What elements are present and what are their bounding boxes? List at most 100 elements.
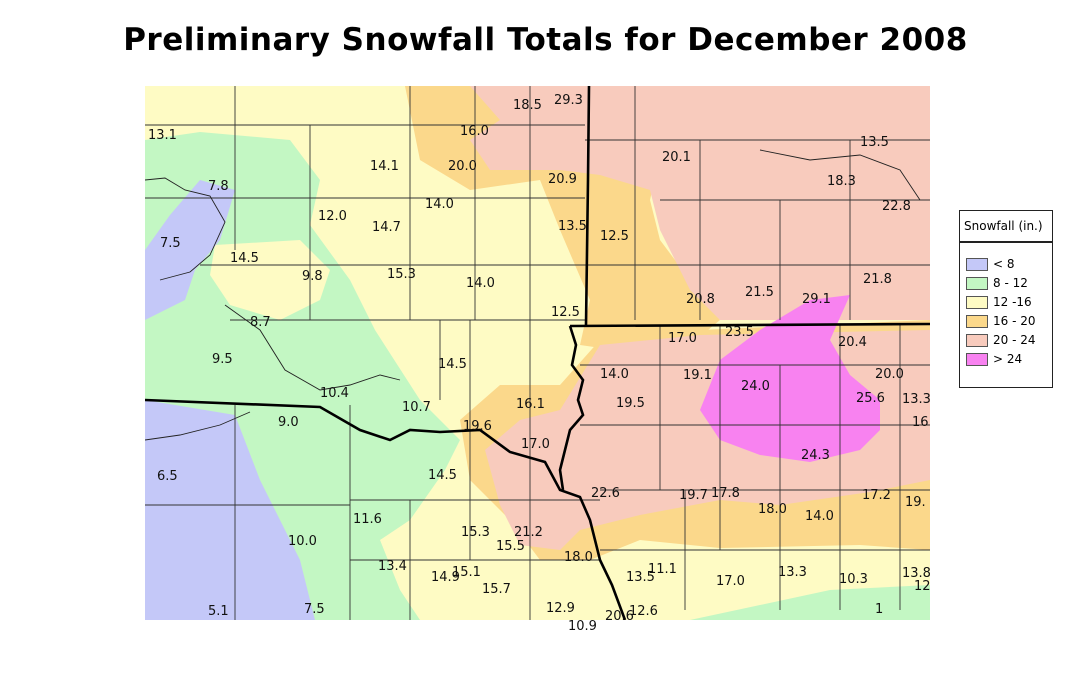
station-value-68: 15.7 [482,582,511,597]
station-value-70: 11.1 [648,562,677,577]
station-value-5: 8.7 [250,315,271,330]
station-value-35: 23.5 [725,325,754,340]
station-value-50: 16 [912,415,929,430]
station-value-3: 14.5 [230,251,259,266]
station-value-12: 7.5 [304,602,325,617]
station-value-18: 14.0 [466,276,495,291]
legend-title: Snowfall (in.) [960,211,1052,243]
station-value-37: 14.5 [438,357,467,372]
zone-under-8-south [145,400,315,620]
station-value-49: 13.3 [902,392,931,407]
station-value-14: 14.7 [372,220,401,235]
legend-label: 12 -16 [993,295,1032,309]
station-value-54: 19.7 [679,488,708,503]
station-value-52: 14.5 [428,468,457,483]
station-value-27: 20.1 [662,150,691,165]
station-value-39: 14.0 [600,367,629,382]
station-value-69: 13.5 [626,570,655,585]
station-value-16: 14.0 [425,197,454,212]
zone-under-8 [145,180,235,320]
station-value-2: 7.5 [160,236,181,251]
station-value-20: 20.0 [448,159,477,174]
legend-label: > 24 [993,352,1023,366]
legend-swatch [966,296,988,309]
station-value-65: 13.4 [378,559,407,574]
station-value-17: 15.3 [387,267,416,282]
station-value-4: 9.8 [302,269,323,284]
station-value-23: 20.9 [548,172,577,187]
rivers [145,149,921,441]
station-value-19: 16.0 [460,124,489,139]
station-value-38: 10.7 [402,400,431,415]
station-value-15: 14.1 [370,159,399,174]
station-value-0: 13.1 [148,128,177,143]
station-value-36: 17.0 [668,331,697,346]
station-value-26: 12.5 [551,305,580,320]
station-value-55: 17.8 [711,486,740,501]
station-value-46: 19.6 [463,419,492,434]
station-value-10: 10.0 [288,534,317,549]
station-value-48: 25.6 [856,391,885,406]
station-value-79: 12.6 [629,604,658,619]
station-value-71: 17.0 [716,574,745,589]
station-value-47: 17.0 [521,437,550,452]
station-value-33: 21.8 [863,272,892,287]
station-value-77: 10.9 [568,619,597,634]
county-lines [145,86,930,620]
station-value-45: 16.1 [516,397,545,412]
station-value-30: 22.8 [882,199,911,214]
station-value-67: 15.1 [452,565,481,580]
legend-swatch [966,277,988,290]
station-labels: 13.1 7.8 7.5 14.5 9.8 8.7 9.5 10.4 9.0 6.5 10.0 5.1… [148,93,931,634]
station-value-62: 15.5 [496,539,525,554]
station-value-80: 1 [875,602,883,617]
station-value-72: 13.3 [778,565,807,580]
station-value-66: 14.9 [431,570,460,585]
station-value-8: 9.0 [278,415,299,430]
station-value-34: 29.1 [802,292,831,307]
zone-12-16-pocket [210,240,330,320]
station-value-31: 21.5 [745,285,774,300]
station-value-13: 12.0 [318,209,347,224]
station-value-64: 18.0 [564,550,593,565]
station-value-78: 20.6 [605,609,634,624]
station-value-28: 18.3 [827,174,856,189]
legend-swatch [966,315,988,328]
legend: Snowfall (in.) < 8 8 - 12 12 -16 16 - 20… [959,210,1053,388]
state-borders [145,86,930,620]
legend-swatch [966,334,988,347]
station-value-61: 15.3 [461,525,490,540]
station-value-41: 24.0 [741,379,770,394]
station-value-9: 6.5 [157,469,178,484]
station-value-58: 17.2 [862,488,891,503]
station-value-32: 20.8 [686,292,715,307]
station-value-7: 10.4 [320,386,349,401]
station-value-25: 12.5 [600,229,629,244]
station-value-59: 19. [905,495,926,510]
station-value-1: 7.8 [208,179,229,194]
station-value-74: 13.8 [902,566,931,581]
station-value-29: 13.5 [860,135,889,150]
legend-label: 16 - 20 [993,314,1036,328]
legend-swatch [966,258,988,271]
station-value-51: 24.3 [801,448,830,463]
station-value-73: 10.3 [839,572,868,587]
station-value-44: 19.5 [616,396,645,411]
station-value-60: 11.6 [353,512,382,527]
station-value-75: 12 [914,579,931,594]
station-value-24: 13.5 [558,219,587,234]
station-value-53: 22.6 [591,486,620,501]
station-value-56: 18.0 [758,502,787,517]
station-value-63: 21.2 [514,525,543,540]
station-value-42: 20.4 [838,335,867,350]
legend-label: 20 - 24 [993,333,1036,347]
legend-label: < 8 [993,257,1015,271]
zone-over-24 [700,295,880,462]
legend-swatch [966,353,988,366]
station-value-43: 20.0 [875,367,904,382]
station-value-76: 12.9 [546,601,575,616]
legend-label: 8 - 12 [993,276,1028,290]
station-value-21: 18.5 [513,98,542,113]
station-value-6: 9.5 [212,352,233,367]
